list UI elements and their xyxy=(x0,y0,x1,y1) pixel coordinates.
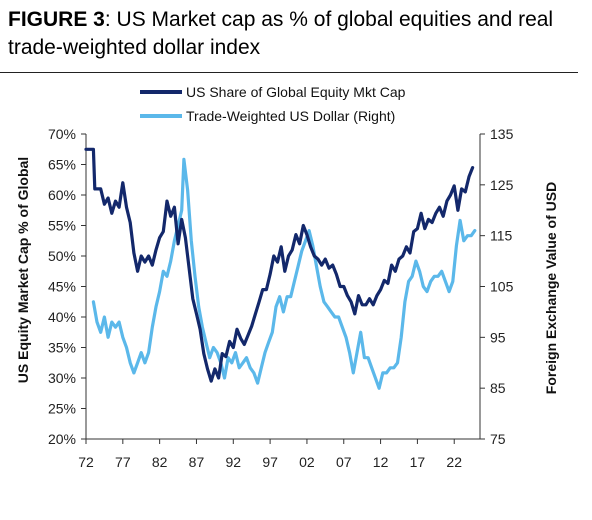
y-left-tick-label: 30% xyxy=(48,370,76,386)
x-tick-label: 97 xyxy=(262,454,278,470)
y-left-tick-label: 70% xyxy=(48,126,76,142)
y-left-tick-label: 20% xyxy=(48,431,76,447)
series-line-us-equity-share xyxy=(84,147,475,383)
y-left-tick-label: 25% xyxy=(48,401,76,417)
y-left-tick-label: 50% xyxy=(48,248,76,264)
x-tick-label: 87 xyxy=(189,454,205,470)
series-line-trade-weighted-dollar xyxy=(91,157,477,390)
figure-caption: : US Market cap as % of global equities … xyxy=(8,8,554,59)
y-right-tick-label: 85 xyxy=(490,380,506,396)
y-right-tick-label: 115 xyxy=(490,228,513,244)
y-left-tick-label: 45% xyxy=(48,279,76,295)
y-right-tick-label: 95 xyxy=(490,329,506,345)
legend-label-dollar: Trade-Weighted US Dollar (Right) xyxy=(186,108,395,124)
y-right-tick-label: 105 xyxy=(490,279,514,295)
axes: 20% 25% 30% 35% 40% 45% 50% 55% 60% 65% 70% 75 85 95 1… xyxy=(48,126,514,470)
figure-number: FIGURE 3 xyxy=(8,8,105,31)
series-lines xyxy=(84,147,477,390)
legend: US Share of Global Equity Mkt Cap Trade-… xyxy=(140,84,406,124)
y-right-tick-label: 75 xyxy=(490,431,506,447)
y-left-tick-label: 65% xyxy=(48,157,76,173)
x-tick-label: 22 xyxy=(446,454,462,470)
legend-label-equity: US Share of Global Equity Mkt Cap xyxy=(186,84,406,100)
x-tick-label: 07 xyxy=(336,454,352,470)
y-left-tick-label: 55% xyxy=(48,218,76,234)
title-divider xyxy=(0,72,578,73)
x-tick-label: 82 xyxy=(152,454,168,470)
y-left-tick-label: 35% xyxy=(48,340,76,356)
y-axis-left-label: US Equity Market Cap % of Global xyxy=(15,157,31,383)
x-tick-label: 17 xyxy=(410,454,426,470)
y-right-tick-label: 125 xyxy=(490,177,514,193)
x-tick-label: 12 xyxy=(373,454,389,470)
x-tick-label: 77 xyxy=(115,454,131,470)
x-tick-label: 02 xyxy=(299,454,315,470)
chart-title: FIGURE 3: US Market cap as % of global e… xyxy=(8,6,583,62)
x-tick-label: 92 xyxy=(226,454,242,470)
x-tick-label: 72 xyxy=(78,454,94,470)
y-right-tick-label: 135 xyxy=(490,126,514,142)
y-left-tick-label: 40% xyxy=(48,309,76,325)
y-left-tick-label: 60% xyxy=(48,187,76,203)
y-axis-right-label: Foreign Exchange Value of USD xyxy=(543,182,559,394)
